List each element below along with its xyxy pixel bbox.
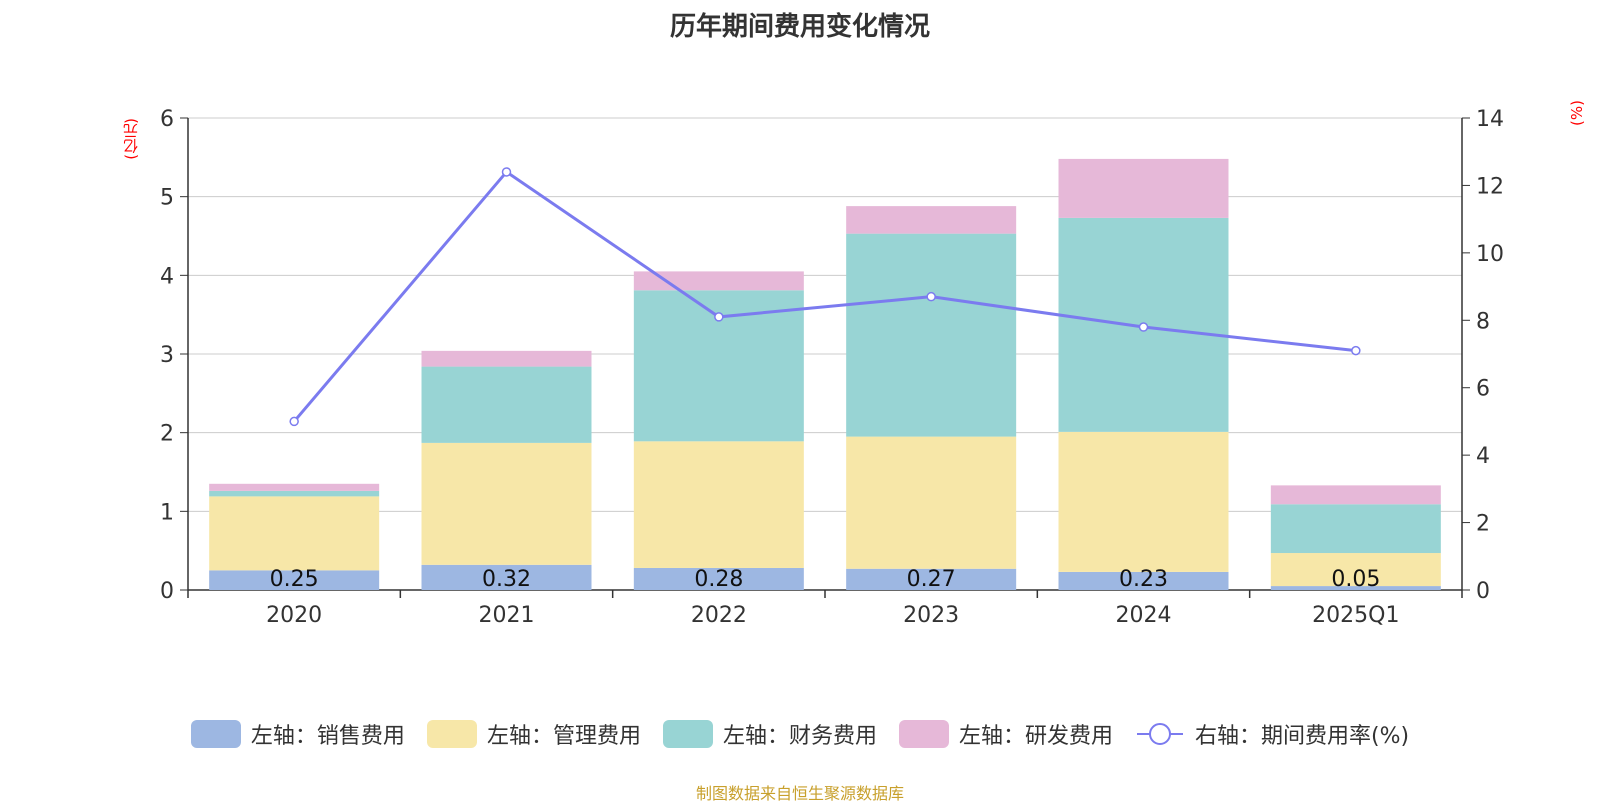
x-axis-category-label: 2020 bbox=[266, 603, 322, 628]
bar-segment bbox=[1270, 553, 1441, 587]
right-axis-tick-label: 8 bbox=[1476, 309, 1490, 334]
bar-segment bbox=[1058, 158, 1229, 218]
bar-segment bbox=[1270, 504, 1441, 554]
right-axis-tick-label: 12 bbox=[1476, 174, 1504, 199]
right-axis-tick-label: 10 bbox=[1476, 242, 1504, 267]
bar-segment bbox=[421, 442, 592, 565]
left-axis-tick-label: 1 bbox=[160, 500, 174, 525]
bar-segment bbox=[1058, 431, 1229, 572]
x-axis-category-label: 2023 bbox=[903, 603, 959, 628]
legend-item-finance[interactable]: 左轴：财务费用 bbox=[662, 718, 877, 750]
bar-segment bbox=[209, 570, 380, 590]
left-axis-tick-label: 5 bbox=[160, 186, 174, 211]
chart-title: 历年期间费用变化情况 bbox=[669, 12, 930, 42]
bar-data-label: 0.23 bbox=[1119, 567, 1168, 592]
bar-data-label: 0.25 bbox=[270, 567, 319, 592]
legend-label-sales: 左轴：销售费用 bbox=[250, 724, 405, 749]
bar-segment bbox=[1270, 586, 1441, 590]
right-axis-tick-label: 4 bbox=[1476, 444, 1490, 469]
legend-label-rnd: 左轴：研发费用 bbox=[958, 724, 1113, 749]
legend-label-expense-rate: 右轴：期间费用率(%) bbox=[1194, 724, 1410, 749]
bar-segment bbox=[846, 233, 1017, 437]
left-axis-tick-label: 6 bbox=[160, 107, 174, 132]
expense-rate-point bbox=[289, 416, 299, 427]
right-axis-tick-label: 14 bbox=[1476, 107, 1504, 132]
bar-segment bbox=[846, 568, 1017, 590]
bar-segment bbox=[421, 564, 592, 590]
bar-data-label: 0.28 bbox=[694, 567, 743, 592]
legend-label-finance: 左轴：财务费用 bbox=[722, 724, 877, 749]
legend: 左轴：销售费用 左轴：管理费用 左轴：财务费用 左轴：研发费用 右轴：期间费用率… bbox=[0, 718, 1600, 750]
bar-segment bbox=[633, 567, 804, 590]
legend-swatch-admin bbox=[426, 720, 477, 748]
expense-rate-point bbox=[926, 291, 936, 302]
left-axis-tick-label: 4 bbox=[160, 264, 174, 289]
legend-swatch-sales bbox=[190, 720, 241, 748]
bar-segment bbox=[421, 350, 592, 367]
legend-item-sales[interactable]: 左轴：销售费用 bbox=[190, 718, 405, 750]
expense-rate-point bbox=[1351, 345, 1361, 356]
x-axis-category-label: 2021 bbox=[479, 603, 535, 628]
legend-label-admin: 左轴：管理费用 bbox=[486, 724, 641, 749]
bar-segment bbox=[209, 490, 380, 497]
bar-segment bbox=[1058, 571, 1229, 590]
legend-swatch-rnd bbox=[898, 720, 949, 748]
legend-item-rnd[interactable]: 左轴：研发费用 bbox=[898, 718, 1113, 750]
expense-rate-point bbox=[714, 312, 724, 322]
bar-segment bbox=[209, 496, 380, 571]
data-source-note: 制图数据来自恒生聚源数据库 bbox=[695, 784, 904, 803]
bar-segment bbox=[633, 441, 804, 568]
bar-segment bbox=[846, 436, 1017, 569]
legend-item-expense-rate[interactable]: 右轴：期间费用率(%) bbox=[1135, 718, 1409, 750]
legend-swatch-finance bbox=[662, 720, 713, 748]
bar-segment bbox=[633, 271, 804, 291]
chart-canvas: 01234560246810121420200.2520210.3220220.… bbox=[160, 107, 1504, 628]
right-axis-tick-label: 0 bbox=[1476, 579, 1490, 604]
bar-segment bbox=[1270, 485, 1441, 505]
expense-rate-point bbox=[1138, 322, 1149, 332]
left-axis-tick-label: 3 bbox=[160, 343, 174, 368]
bar-segment bbox=[846, 206, 1017, 234]
left-axis-tick-label: 0 bbox=[160, 579, 174, 604]
expense-rate-point bbox=[501, 167, 512, 177]
bar-segment bbox=[421, 366, 592, 443]
x-axis-category-label: 2024 bbox=[1116, 603, 1172, 628]
bar-segment bbox=[209, 483, 380, 491]
legend-line-marker-icon bbox=[1136, 723, 1183, 745]
x-axis-category-label: 2025Q1 bbox=[1312, 603, 1399, 628]
x-axis-category-label: 2022 bbox=[691, 603, 747, 628]
left-axis-tick-label: 2 bbox=[160, 422, 174, 447]
bar-data-label: 0.27 bbox=[907, 567, 956, 592]
right-axis-tick-label: 2 bbox=[1476, 512, 1490, 537]
expense-rate-line bbox=[293, 169, 1356, 423]
right-axis-tick-label: 6 bbox=[1476, 377, 1490, 402]
bar-data-label: 0.05 bbox=[1331, 567, 1380, 592]
bar-data-label: 0.32 bbox=[482, 567, 531, 592]
legend-item-admin[interactable]: 左轴：管理费用 bbox=[426, 718, 641, 750]
